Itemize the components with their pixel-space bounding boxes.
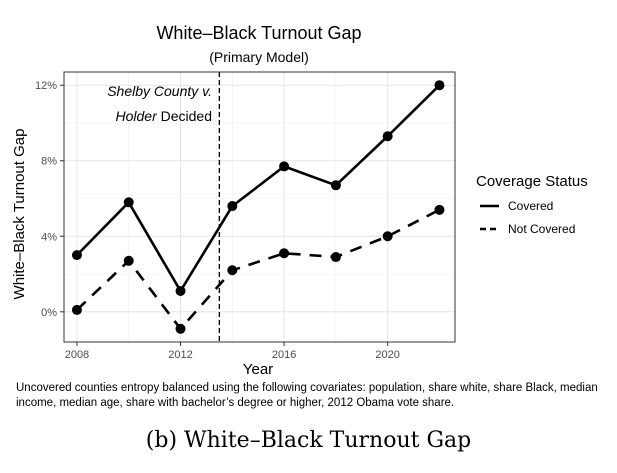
legend-label-not-covered: Not Covered <box>508 222 575 236</box>
figure-caption: (b) White–Black Turnout Gap <box>145 428 472 453</box>
x-tick-label: 2012 <box>168 349 192 361</box>
data-point-covered <box>330 180 341 191</box>
data-point-covered <box>227 201 238 212</box>
annotation-line-2: Holder Decided <box>115 108 212 124</box>
data-point-not-covered <box>330 252 341 263</box>
x-axis: 2008 2012 2016 2020 <box>65 342 400 361</box>
y-tick-label: 4% <box>41 231 57 243</box>
y-tick-label: 0% <box>41 307 57 319</box>
annotation-line-1: Shelby County v. <box>107 83 212 99</box>
data-point-not-covered <box>123 255 134 266</box>
y-axis-title: White–Black Turnout Gap <box>11 129 28 300</box>
annotation-italic-part: Holder <box>115 108 158 124</box>
data-point-not-covered <box>175 323 186 334</box>
x-axis-title: Year <box>243 361 273 378</box>
chart-title: White–Black Turnout Gap <box>156 23 361 43</box>
x-tick-label: 2016 <box>272 349 296 361</box>
y-tick-label: 8% <box>41 156 57 168</box>
data-point-covered <box>123 197 134 208</box>
legend-title: Coverage Status <box>476 173 588 190</box>
annotation-rest: Decided <box>161 108 212 124</box>
series-layer <box>71 80 445 334</box>
legend: Coverage Status Covered Not Covered <box>476 173 588 236</box>
chart: White–Black Turnout Gap (Primary Model) … <box>11 23 588 378</box>
data-point-not-covered <box>227 265 238 276</box>
data-point-not-covered <box>434 204 445 215</box>
chart-subtitle: (Primary Model) <box>209 49 309 65</box>
legend-label-covered: Covered <box>508 199 553 213</box>
data-point-not-covered <box>71 304 82 315</box>
data-point-covered <box>382 131 393 142</box>
major-gridlines <box>64 72 455 342</box>
data-point-covered <box>71 250 82 261</box>
panel-border <box>63 71 456 343</box>
y-tick-label: 12% <box>35 80 57 92</box>
data-point-covered <box>279 161 290 172</box>
data-point-not-covered <box>279 248 290 259</box>
data-point-not-covered <box>382 231 393 242</box>
x-tick-label: 2020 <box>375 349 399 361</box>
chart-note: Uncovered counties entropy balanced usin… <box>16 382 598 409</box>
data-point-covered <box>434 80 445 91</box>
y-axis: 0% 4% 8% 12% <box>35 80 64 319</box>
series-line-covered <box>75 84 441 293</box>
series-line-not-covered <box>76 208 441 331</box>
data-point-covered <box>175 286 186 297</box>
x-tick-label: 2008 <box>65 349 89 361</box>
